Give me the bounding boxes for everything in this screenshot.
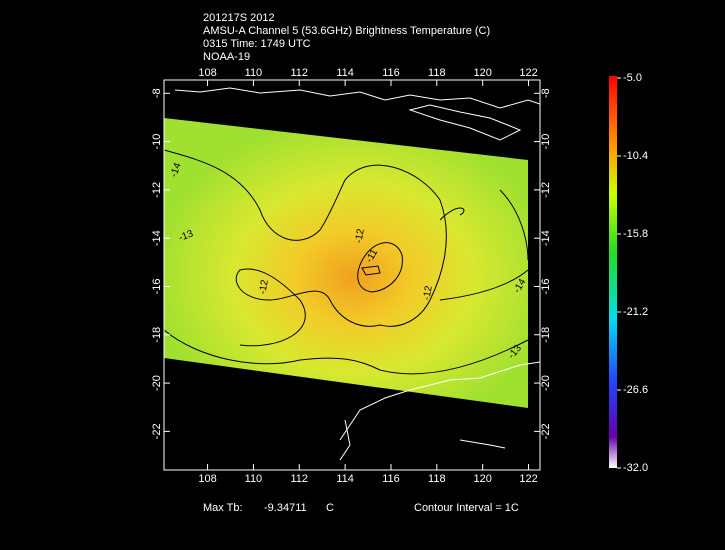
colorbar-tick-label: -15.8 <box>623 228 648 240</box>
y-tick-label: -14 <box>540 230 552 246</box>
footer-interval: Contour Interval = 1C <box>414 502 519 514</box>
y-tick-label: -18 <box>540 327 552 343</box>
y-tick-label: -22 <box>151 423 163 439</box>
x-tick-label: 120 <box>474 473 492 485</box>
x-tick-label: 108 <box>198 67 216 79</box>
contours <box>164 149 529 375</box>
x-tick-label: 112 <box>290 67 308 79</box>
x-tick-label: 108 <box>198 473 216 485</box>
colorbar-tick-label: -32.0 <box>623 462 648 474</box>
x-tick-label: 114 <box>336 473 354 485</box>
map-frame <box>163 79 541 471</box>
contour-label: -12 <box>257 279 270 296</box>
x-tick-label: 114 <box>336 67 354 79</box>
x-tick-label: 122 <box>519 473 537 485</box>
x-tick-label: 116 <box>382 473 400 485</box>
contour-label: -12 <box>421 285 434 302</box>
coastlines <box>174 87 540 461</box>
swath <box>164 118 528 408</box>
y-tick-label: -12 <box>540 182 552 198</box>
x-tick-label: 110 <box>245 473 263 485</box>
footer-value: -9.34711 <box>264 502 307 514</box>
y-tick-label: -8 <box>540 88 552 98</box>
y-tick-label: -18 <box>151 327 163 343</box>
y-tick-label: -22 <box>540 423 552 439</box>
x-tick-label: 116 <box>382 67 400 79</box>
map-field <box>164 87 540 461</box>
y-tick-label: -16 <box>540 279 552 295</box>
header-line: 0315 Time: 1749 UTC <box>203 38 311 50</box>
x-tick-label: 118 <box>428 473 446 485</box>
y-tick-label: -10 <box>540 134 552 150</box>
colorbar-tick-label: -21.2 <box>623 306 648 318</box>
y-tick-label: -14 <box>151 230 163 246</box>
x-tick-label: 122 <box>519 67 537 79</box>
y-tick-label: -12 <box>151 182 163 198</box>
colorbar <box>609 76 617 468</box>
colorbar-tick-label: -5.0 <box>623 72 642 84</box>
footer-label: Max Tb: <box>203 502 243 514</box>
y-tick-label: -20 <box>540 375 552 391</box>
y-tick-label: -20 <box>151 375 163 391</box>
colorbar-tick-label: -10.4 <box>623 150 648 162</box>
y-tick-label: -8 <box>151 88 163 98</box>
header-line: AMSU-A Channel 5 (53.6GHz) Brightness Te… <box>203 25 490 37</box>
x-tick-label: 118 <box>428 67 446 79</box>
footer-unit: C <box>326 502 334 514</box>
y-tick-label: -16 <box>151 279 163 295</box>
header-line: NOAA-19 <box>203 51 250 63</box>
colorbar-tick-label: -26.6 <box>623 384 648 396</box>
x-tick-label: 112 <box>290 473 308 485</box>
contour-label: -14 <box>168 161 183 179</box>
x-tick-label: 110 <box>245 67 263 79</box>
contour-label: -12 <box>353 228 366 245</box>
header-line: 201217S 2012 <box>203 12 275 24</box>
x-tick-label: 120 <box>474 67 492 79</box>
y-tick-label: -10 <box>151 134 163 150</box>
contour-label: -13 <box>177 228 195 243</box>
